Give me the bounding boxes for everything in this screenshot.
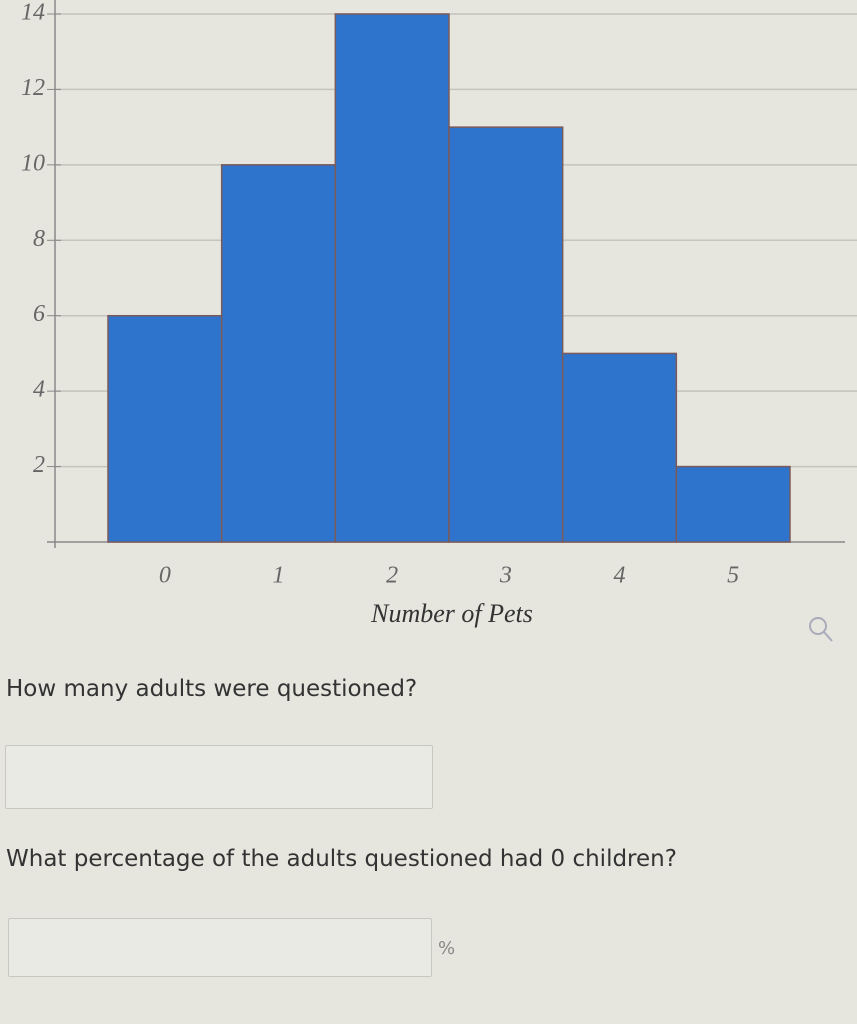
- question-text: How many adults were questioned?: [6, 676, 418, 702]
- y-tick-label: 2: [33, 452, 45, 478]
- bar: [448, 126, 564, 543]
- y-tick-label: 8: [33, 226, 45, 252]
- x-tick-label: 1: [273, 563, 285, 589]
- x-axis-label: Number of Pets: [370, 599, 533, 628]
- bar: [675, 465, 791, 543]
- y-tick-label: 4: [33, 377, 45, 403]
- y-tick-label: 12: [21, 75, 45, 101]
- x-tick-label: 4: [614, 563, 626, 589]
- y-tick-label: 14: [21, 0, 45, 26]
- x-tick-label: 2: [386, 563, 398, 589]
- answer-input[interactable]: [8, 918, 432, 977]
- x-tick-label: 5: [727, 563, 739, 589]
- question-text: What percentage of the adults questioned…: [6, 846, 677, 872]
- search-icon: [809, 617, 833, 642]
- bar: [561, 352, 678, 543]
- x-tick-label: 0: [159, 563, 171, 589]
- x-tick-label: 3: [499, 563, 512, 589]
- bar: [220, 164, 337, 543]
- bar: [107, 314, 223, 543]
- answer-input[interactable]: [5, 745, 433, 809]
- unit-label: %: [438, 938, 456, 959]
- bar: [334, 13, 450, 543]
- y-tick-label: 10: [21, 150, 45, 176]
- y-tick-label: 6: [33, 301, 45, 327]
